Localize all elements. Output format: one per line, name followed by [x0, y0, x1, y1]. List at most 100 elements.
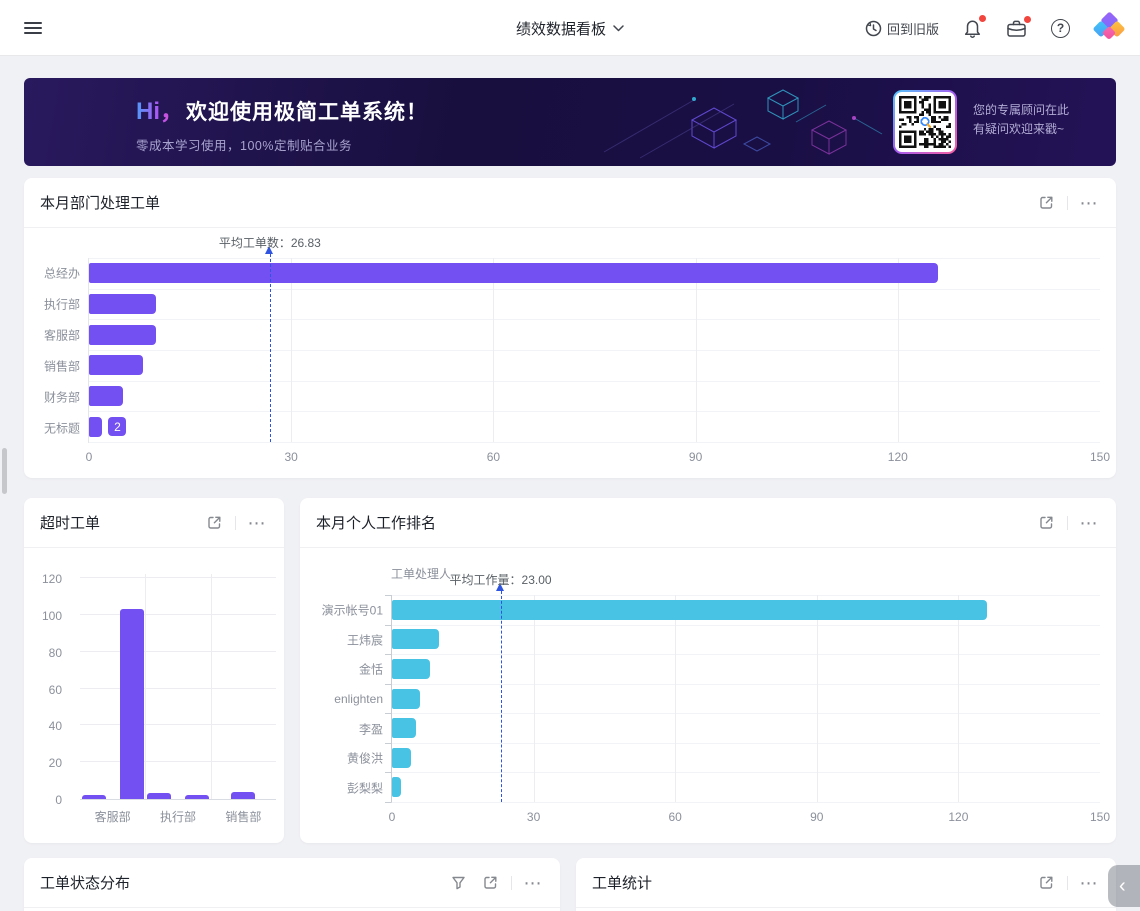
grid-line: [89, 411, 1100, 413]
dashboard-switcher[interactable]: 绩效数据看板: [516, 0, 624, 56]
chart-bar[interactable]: [89, 386, 123, 406]
grid-line: [897, 258, 899, 442]
grid-line: [89, 319, 1100, 321]
grid-line: [291, 258, 293, 442]
chevron-down-icon: [613, 24, 624, 31]
category-label: 无标题: [43, 421, 80, 436]
grid-line: [89, 288, 1100, 290]
collapse-panel-button[interactable]: ‹: [1108, 865, 1140, 907]
category-label: 演示帐号01: [321, 603, 383, 618]
chart-bar[interactable]: [89, 324, 157, 345]
category-label: enlighten: [334, 692, 383, 706]
axis-title: 工单处理人: [391, 567, 452, 581]
category-label: 黄俊洪: [346, 751, 383, 766]
grid-line: [89, 350, 1100, 351]
chart-bar[interactable]: [392, 688, 421, 709]
left-scrollbar-thumb[interactable]: [2, 448, 7, 494]
page-title: 绩效数据看板: [515, 20, 607, 38]
welcome-banner: Hi， 欢迎使用极简工单系统！ 零成本学习使用，100%定制贴合业务 您的专属顾…: [24, 78, 1116, 166]
x-axis-tick: 150: [1089, 450, 1111, 464]
menu-icon[interactable]: [24, 19, 42, 37]
y-axis-tick: 120: [41, 572, 62, 586]
card-title: 本月个人工作排名: [316, 515, 437, 532]
question-icon: ?: [1051, 18, 1070, 38]
chart-bar[interactable]: [89, 263, 939, 284]
grid-line: [210, 574, 212, 799]
x-axis-tick: 60: [668, 810, 682, 824]
expand-button[interactable]: [1035, 512, 1057, 534]
chart-bar[interactable]: [81, 795, 106, 799]
axis-tick: [385, 595, 391, 596]
banner-subline: 零成本学习使用，100%定制贴合业务: [136, 139, 352, 153]
city-illustration: [603, 89, 883, 159]
bell-icon: [964, 20, 981, 38]
card-overtime: 超时工单 ⋯ 0 20 40 60 80 100 120 客服部 执行部 销售部: [24, 498, 284, 843]
divider: [1067, 195, 1068, 210]
axis-tick: [385, 654, 391, 656]
back-to-old-button[interactable]: 回到旧版: [865, 19, 939, 38]
axis-tick: [385, 683, 391, 685]
axis-tick: [385, 742, 391, 744]
filter-button[interactable]: [447, 872, 469, 894]
dept-bar-chart: 总经办 执行部 客服部 销售部 财务部 无标题 0 30 60 90 120 150 2 平均工单数：2…: [24, 228, 1116, 478]
chart-bar[interactable]: [147, 793, 171, 799]
grid-line: [392, 654, 1100, 656]
chart-bar[interactable]: [392, 599, 987, 620]
qr-caption: 您的专属顾问在此 有疑问欢迎来戳~: [973, 103, 1070, 136]
chart-bar[interactable]: [392, 718, 416, 739]
x-axis-tick: 120: [948, 810, 969, 824]
grid-line: [675, 595, 677, 802]
notification-badge: [979, 15, 986, 22]
axis-tick: [385, 772, 391, 774]
workbench-badge: [1024, 15, 1031, 23]
more-button[interactable]: ⋯: [247, 512, 267, 533]
expand-button[interactable]: [203, 512, 225, 534]
chart-bar[interactable]: [119, 609, 144, 799]
grid-line: [80, 724, 276, 726]
y-axis-tick: 100: [41, 608, 62, 623]
average-label: 平均工作量：23.00: [449, 573, 552, 587]
notification-bell-button[interactable]: [963, 15, 986, 38]
help-button[interactable]: ?: [1051, 18, 1070, 38]
app-logo[interactable]: [1092, 11, 1126, 43]
x-axis-tick: 30: [284, 450, 298, 464]
chart-bar[interactable]: [392, 777, 402, 798]
banner-greeting: Hi，: [136, 91, 184, 126]
average-label: 平均工单数：26.83: [218, 236, 321, 250]
chart-bar[interactable]: [89, 294, 157, 314]
divider: [235, 515, 236, 530]
qr-code: [893, 90, 957, 154]
grid-line: [89, 442, 1100, 443]
more-button[interactable]: ⋯: [523, 872, 543, 893]
grid-line: [533, 595, 535, 802]
more-button[interactable]: ⋯: [1079, 512, 1099, 533]
chart-bar[interactable]: [392, 629, 440, 650]
chart-bar[interactable]: [89, 416, 103, 437]
grid-line: [89, 258, 1100, 259]
workbench-button[interactable]: [1006, 15, 1031, 38]
expand-button[interactable]: [1035, 192, 1057, 214]
y-axis-tick: 60: [48, 682, 62, 697]
x-axis-tick: 30: [526, 810, 541, 824]
chart-bar[interactable]: [89, 355, 143, 376]
card-workorder-stats: 工单统计 ⋯: [576, 858, 1116, 911]
more-button[interactable]: ⋯: [1079, 872, 1099, 893]
x-axis-tick: 60: [486, 450, 501, 464]
more-button[interactable]: ⋯: [1079, 192, 1099, 213]
chart-bar[interactable]: [231, 791, 256, 799]
card-title: 本月部门处理工单: [40, 195, 161, 212]
briefcase-icon: [1007, 20, 1026, 37]
chart-bar[interactable]: [392, 747, 411, 768]
chart-bar[interactable]: [185, 795, 209, 799]
expand-button[interactable]: [1035, 872, 1057, 894]
grid-line: [816, 595, 818, 802]
divider: [1067, 515, 1068, 530]
grid-line: [89, 380, 1100, 382]
category-label: 客服部: [94, 810, 131, 824]
card-title: 工单统计: [592, 875, 653, 892]
grid-line: [392, 742, 1100, 744]
chart-bar[interactable]: [392, 658, 430, 679]
category-label: 财务部: [43, 390, 80, 405]
category-label: 销售部: [43, 359, 80, 374]
expand-button[interactable]: [479, 872, 501, 894]
